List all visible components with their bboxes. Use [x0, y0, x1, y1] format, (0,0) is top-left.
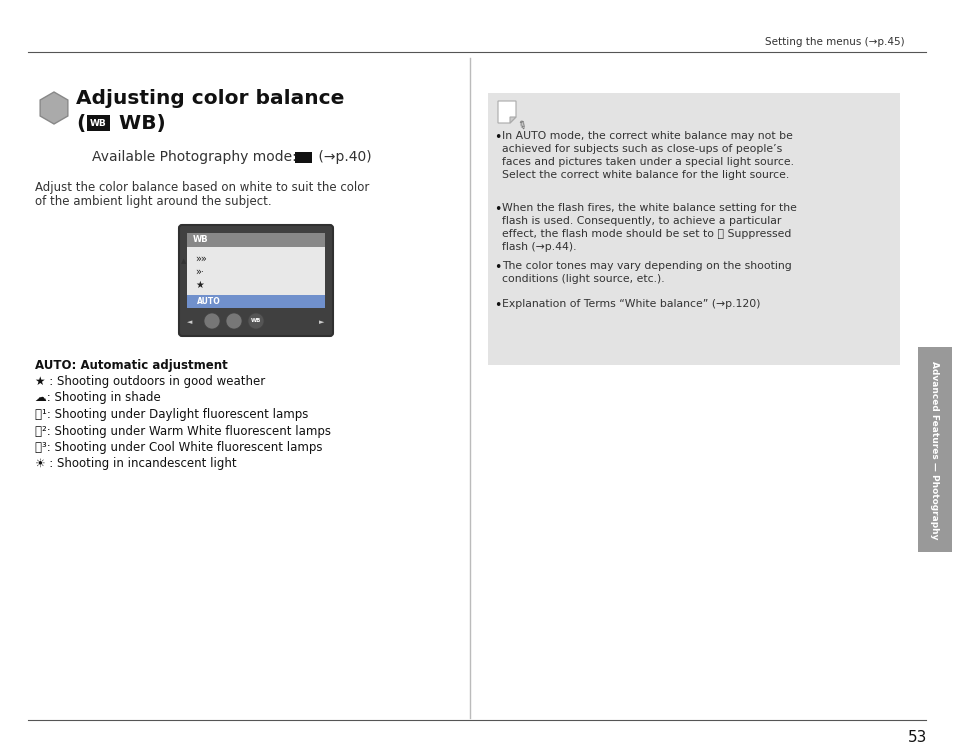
Text: WB: WB — [251, 319, 261, 323]
FancyBboxPatch shape — [187, 233, 325, 308]
Polygon shape — [497, 101, 516, 123]
Circle shape — [248, 313, 264, 329]
Text: of the ambient light around the subject.: of the ambient light around the subject. — [35, 195, 272, 208]
Text: Adjust the color balance based on white to suit the color: Adjust the color balance based on white … — [35, 180, 369, 193]
FancyBboxPatch shape — [917, 347, 951, 552]
Text: WB): WB) — [112, 113, 166, 132]
Text: The color tones may vary depending on the shooting: The color tones may vary depending on th… — [501, 261, 791, 271]
Text: WB: WB — [193, 236, 209, 245]
Text: effect, the flash mode should be set to Ⓢ Suppressed: effect, the flash mode should be set to … — [501, 229, 791, 239]
Text: ☁: Shooting in shade: ☁: Shooting in shade — [35, 392, 161, 405]
Text: Select the correct white balance for the light source.: Select the correct white balance for the… — [501, 170, 788, 180]
Text: (→p.40): (→p.40) — [314, 150, 372, 164]
Text: flash (→p.44).: flash (→p.44). — [501, 242, 576, 252]
Text: ★ : Shooting outdoors in good weather: ★ : Shooting outdoors in good weather — [35, 375, 265, 388]
Circle shape — [204, 313, 220, 329]
FancyBboxPatch shape — [187, 295, 325, 308]
Text: •: • — [494, 131, 501, 144]
FancyBboxPatch shape — [294, 152, 312, 163]
Text: ◄: ◄ — [187, 319, 193, 325]
Polygon shape — [510, 117, 516, 123]
Text: 祸¹: Shooting under Daylight fluorescent lamps: 祸¹: Shooting under Daylight fluorescent … — [35, 408, 308, 421]
Polygon shape — [40, 92, 68, 124]
Text: Explanation of Terms “White balance” (→p.120): Explanation of Terms “White balance” (→p… — [501, 299, 760, 309]
Text: ►: ► — [319, 319, 324, 325]
FancyBboxPatch shape — [179, 225, 333, 336]
Text: achieved for subjects such as close-ups of people’s: achieved for subjects such as close-ups … — [501, 144, 781, 154]
Text: When the flash fires, the white balance setting for the: When the flash fires, the white balance … — [501, 203, 796, 213]
Text: AUTO: AUTO — [196, 297, 220, 306]
Text: Setting the menus (→p.45): Setting the menus (→p.45) — [764, 37, 904, 47]
Text: flash is used. Consequently, to achieve a particular: flash is used. Consequently, to achieve … — [501, 216, 781, 226]
Text: •: • — [494, 299, 501, 312]
Text: ✎: ✎ — [514, 119, 527, 133]
Text: 53: 53 — [907, 731, 926, 745]
FancyBboxPatch shape — [87, 115, 110, 131]
Text: ▲: ▲ — [181, 258, 187, 264]
Circle shape — [226, 313, 242, 329]
Text: Advanced Features — Photography: Advanced Features — Photography — [929, 361, 939, 539]
Text: Available Photography mode:: Available Photography mode: — [91, 150, 301, 164]
Text: »»: »» — [194, 254, 207, 264]
Text: •: • — [494, 261, 501, 274]
Text: ★: ★ — [194, 280, 204, 290]
Text: Adjusting color balance: Adjusting color balance — [76, 88, 344, 107]
Text: WB: WB — [90, 119, 107, 128]
Text: faces and pictures taken under a special light source.: faces and pictures taken under a special… — [501, 157, 793, 167]
Text: 祸³: Shooting under Cool White fluorescent lamps: 祸³: Shooting under Cool White fluorescen… — [35, 441, 322, 454]
Text: •: • — [494, 203, 501, 216]
Text: AUTO: Automatic adjustment: AUTO: Automatic adjustment — [35, 359, 228, 371]
FancyBboxPatch shape — [488, 93, 899, 365]
Text: In AUTO mode, the correct white balance may not be: In AUTO mode, the correct white balance … — [501, 131, 792, 141]
Text: ☀ : Shooting in incandescent light: ☀ : Shooting in incandescent light — [35, 458, 236, 470]
Text: 祸²: Shooting under Warm White fluorescent lamps: 祸²: Shooting under Warm White fluorescen… — [35, 424, 331, 437]
Text: conditions (light source, etc.).: conditions (light source, etc.). — [501, 274, 664, 284]
Text: (: ( — [76, 113, 85, 132]
Text: »·: »· — [194, 267, 204, 277]
FancyBboxPatch shape — [297, 153, 304, 157]
FancyBboxPatch shape — [187, 233, 325, 247]
